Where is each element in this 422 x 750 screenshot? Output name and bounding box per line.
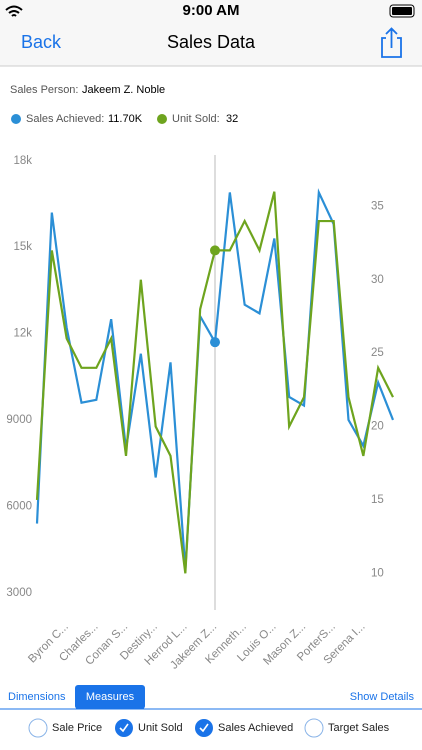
tab[interactable]: Measures [86,691,135,703]
nav-background [0,0,422,66]
status-time: 9:00 AM [183,2,240,19]
tab-selected[interactable] [75,685,145,709]
y-tick-label: 6000 [6,500,32,512]
checkbox[interactable] [304,718,324,738]
selected-point [210,337,220,348]
y2-tick-label: 35 [371,200,384,212]
legend-label: Unit Sold: [172,113,220,125]
legend-dot [157,114,167,124]
selected-point [210,245,220,256]
battery-level [392,7,412,15]
measure-label[interactable]: Target Sales [328,722,390,734]
legend-value: 32 [226,113,238,125]
nav-title: Sales Data [167,32,256,52]
y2-tick-label: 25 [371,347,384,359]
checkbox[interactable] [115,719,133,737]
legend-dot [11,114,21,124]
show-details[interactable]: Show Details [350,691,415,703]
y-tick-label: 9000 [6,414,32,426]
check-mark [119,723,129,733]
measure-label[interactable]: Sale Price [52,722,102,734]
share-arrow [385,27,398,48]
person-name: Jakeem Z. Noble [82,84,165,96]
y-tick-label: 3000 [6,587,32,599]
y2-tick-label: 30 [371,274,384,286]
legend-label: Sales Achieved: [26,113,104,125]
y-tick-label: 15k [13,241,32,253]
measure-label[interactable]: Sales Achieved [218,722,293,734]
y-tick-label: 18k [13,155,32,167]
legend-value: 11.70K [108,113,143,125]
share-button[interactable] [381,27,402,58]
share-box [381,37,402,58]
checkbox[interactable] [28,718,48,738]
battery [389,4,415,18]
y2-tick-label: 10 [371,567,384,579]
y-tick-label: 12k [13,328,32,340]
y2-tick-label: 15 [371,494,384,506]
check-mark [199,723,209,733]
back-button[interactable]: Back [21,32,62,52]
y2-tick-label: 20 [371,421,384,433]
measure-label[interactable]: Unit Sold [138,722,183,734]
checkbox[interactable] [195,719,213,737]
tab[interactable]: Dimensions [8,691,66,703]
person-label: Sales Person: [10,84,78,96]
wifi-icon [5,5,23,17]
